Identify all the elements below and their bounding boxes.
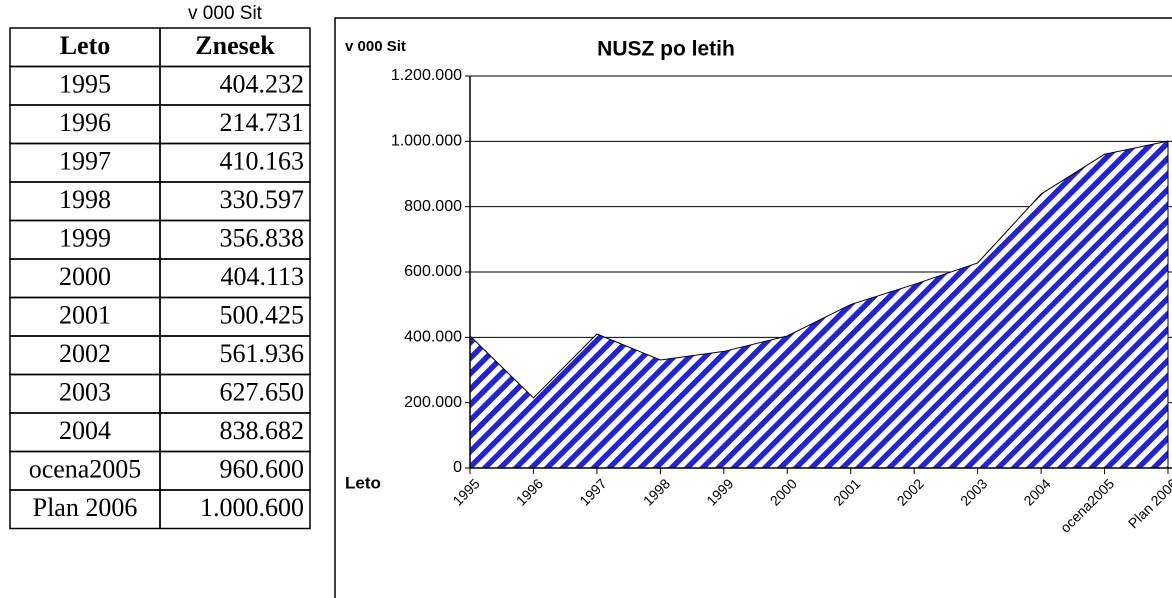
y-tick-label: 400.000 [404, 329, 462, 346]
table-text: 2001 [59, 301, 111, 330]
table-text: 1997 [59, 147, 111, 176]
table-text: Plan 2006 [33, 493, 138, 522]
y-tick-label: 600.000 [404, 263, 462, 280]
table-text: 1998 [59, 185, 111, 214]
table-text: 1999 [59, 224, 111, 253]
table-text: 2002 [59, 339, 111, 368]
table-text: 1995 [59, 70, 111, 99]
table-text: 500.425 [220, 301, 305, 330]
table-cell [159, 489, 311, 530]
y-axis-label: v 000 Sit [345, 38, 406, 55]
x-tick-label: 2001 [830, 475, 863, 508]
table-text: 404.232 [220, 70, 305, 99]
table-text: 356.838 [220, 224, 305, 253]
table-text: 627.650 [220, 378, 305, 407]
x-tick-label: Plan 2006 [1125, 475, 1172, 531]
table-text: 2000 [59, 262, 111, 291]
table-text: 2004 [59, 416, 111, 445]
table-text: 330.597 [220, 185, 305, 214]
y-tick-label: 200.000 [404, 394, 462, 411]
chart-title: NUSZ po letih [597, 38, 735, 61]
table-text: Znesek [195, 31, 275, 60]
x-tick-label: 1996 [513, 475, 546, 508]
table-text: ocena2005 [29, 455, 142, 484]
chart-frame [334, 17, 1172, 598]
x-tick-label: ocena2005 [1057, 475, 1117, 535]
x-tick-label: 2002 [894, 475, 927, 508]
table-text: 1996 [59, 108, 111, 137]
table-text: 2003 [59, 378, 111, 407]
area [469, 140, 1169, 469]
x-tick-label: 1998 [640, 475, 673, 508]
y-tick-label: 800.000 [404, 198, 462, 215]
table-text: 410.163 [220, 147, 305, 176]
table-text: 214.731 [220, 108, 305, 137]
y-tick-label: 1.000.000 [391, 133, 462, 150]
x-tick-label: 1999 [703, 475, 736, 508]
x-tick-label: 2004 [1020, 475, 1053, 508]
table-text: Leto [60, 31, 111, 60]
x-tick-label: 2003 [957, 475, 990, 508]
table-text: 838.682 [220, 416, 305, 445]
y-tick-label: 0 [453, 459, 462, 476]
x-tick-label: 1997 [576, 475, 609, 508]
unit: v 000 Sit [188, 3, 263, 24]
table-text: 1.000.600 [200, 493, 304, 522]
x-tick-label: 1995 [449, 475, 482, 508]
x-axis-label: Leto [345, 473, 381, 492]
table-text: 404.113 [220, 262, 304, 291]
x-tick-label: 2000 [767, 475, 800, 508]
y-tick-label: 1.200.000 [391, 67, 462, 84]
table-text: 960.600 [220, 455, 305, 484]
table-text: 561.936 [220, 339, 305, 368]
